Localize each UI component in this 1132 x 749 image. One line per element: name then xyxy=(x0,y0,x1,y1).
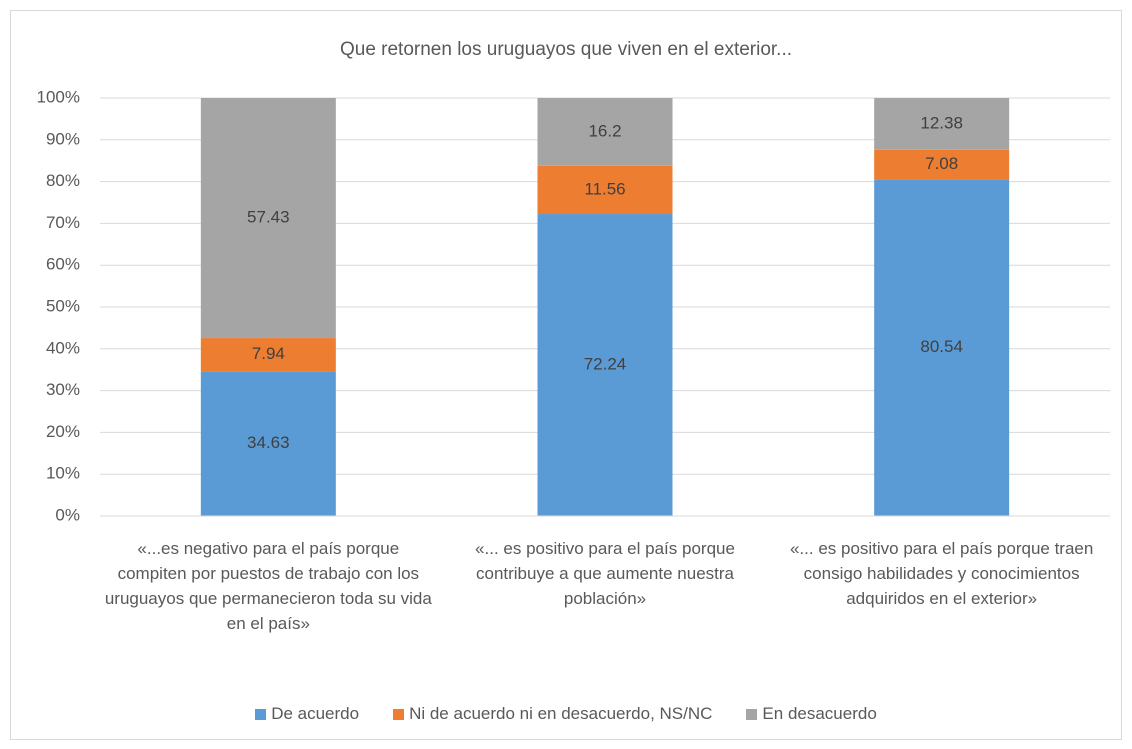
data-label: 12.38 xyxy=(920,113,963,132)
y-tick-label: 50% xyxy=(46,296,80,315)
bar-segment xyxy=(200,98,336,339)
x-tick-label: «...es negativo para el país porque comp… xyxy=(104,539,432,633)
legend-item: De acuerdo xyxy=(255,704,359,724)
y-tick-label: 10% xyxy=(46,464,80,483)
bar-segment xyxy=(200,338,336,372)
y-tick-label: 90% xyxy=(46,129,80,148)
legend-label: En desacuerdo xyxy=(762,704,877,723)
data-label: 11.56 xyxy=(584,179,625,198)
legend-swatch xyxy=(393,708,405,720)
data-label: 34.63 xyxy=(247,433,290,452)
data-label: 80.54 xyxy=(920,337,963,356)
legend-label: Ni de acuerdo ni en desacuerdo, NS/NC xyxy=(409,704,713,723)
data-label: 16.2 xyxy=(588,121,621,140)
bar-segment xyxy=(537,165,673,215)
y-tick-label: 40% xyxy=(46,338,80,357)
bar-segment xyxy=(537,214,673,516)
data-label: 7.08 xyxy=(925,154,958,173)
y-tick-label: 30% xyxy=(46,380,80,399)
bar-segment xyxy=(874,149,1010,180)
data-label: 57.43 xyxy=(247,208,290,227)
y-tick-label: 20% xyxy=(46,422,80,441)
y-tick-label: 0% xyxy=(55,505,80,524)
y-tick-label: 100% xyxy=(37,87,80,106)
legend-item: Ni de acuerdo ni en desacuerdo, NS/NC xyxy=(393,704,712,724)
bar-segment xyxy=(200,371,336,516)
bar-segment xyxy=(537,98,673,166)
data-label: 72.24 xyxy=(584,355,627,374)
bar-segment xyxy=(874,98,1010,150)
chart-title: Que retornen los uruguayos que viven en … xyxy=(340,39,792,60)
legend-label: De acuerdo xyxy=(271,704,360,723)
y-tick-label: 80% xyxy=(46,171,80,190)
bar-segment xyxy=(874,179,1010,516)
legend-item: En desacuerdo xyxy=(746,704,877,724)
x-tick-label: «... es positivo para el país porque tra… xyxy=(789,539,1094,608)
y-tick-label: 60% xyxy=(46,255,80,274)
data-label: 7.94 xyxy=(252,344,285,363)
x-tick-label: «... es positivo para el país porque con… xyxy=(475,539,735,608)
legend-swatch xyxy=(255,708,267,720)
y-tick-label: 70% xyxy=(46,213,80,232)
legend-swatch xyxy=(746,708,758,720)
legend: De acuerdo Ni de acuerdo ni en desacuerdo… xyxy=(0,704,1132,724)
